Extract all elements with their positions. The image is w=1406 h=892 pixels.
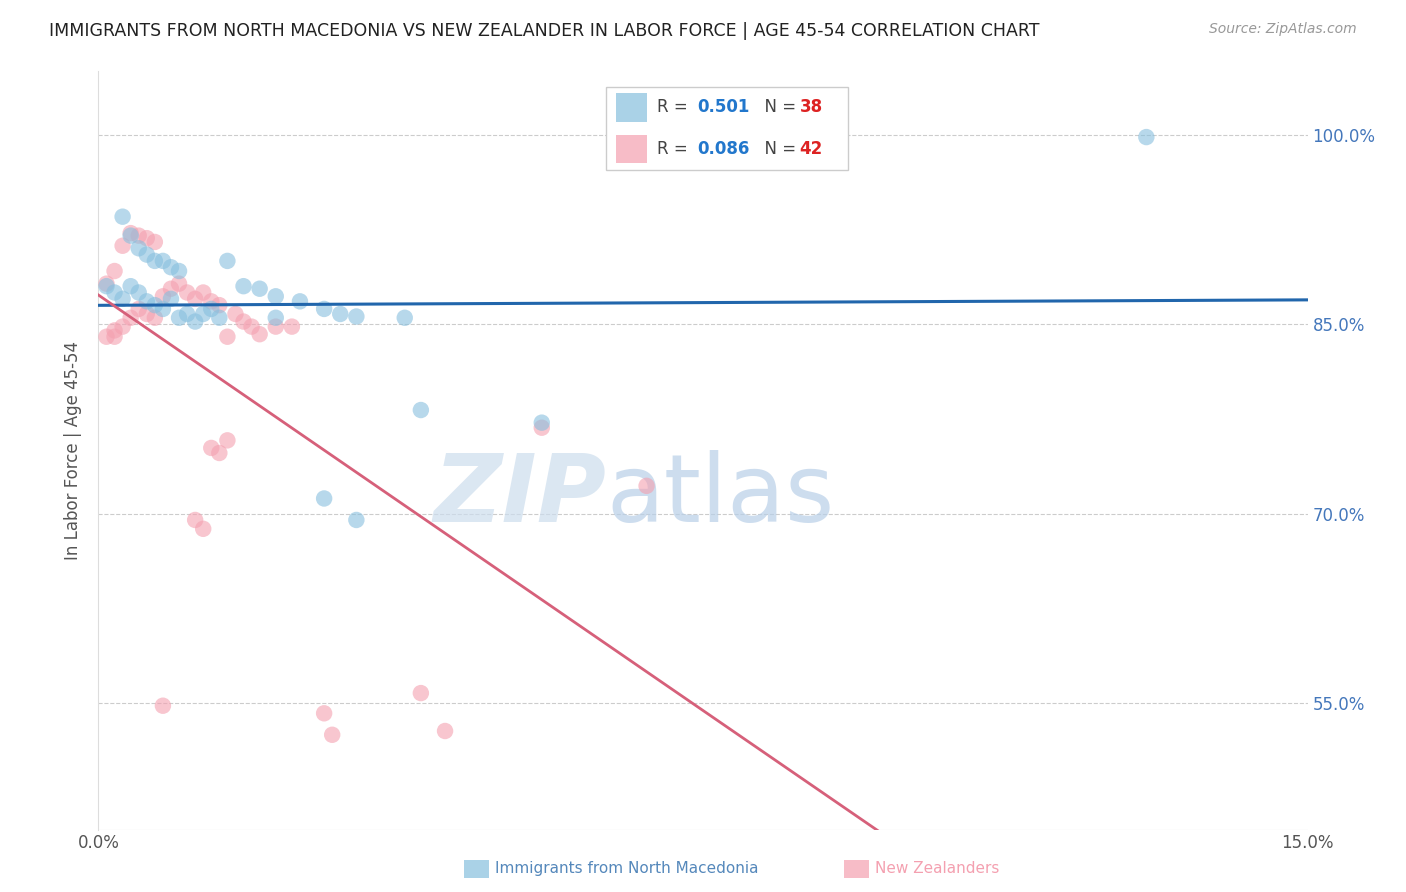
Point	[208, 310, 231, 325]
Point	[103, 285, 125, 300]
Point	[167, 264, 190, 278]
Point	[167, 310, 190, 325]
Point	[249, 327, 271, 342]
Point	[152, 289, 174, 303]
Point	[232, 315, 254, 329]
Point	[184, 315, 207, 329]
Point	[530, 421, 553, 435]
Point	[314, 491, 336, 506]
Point	[120, 310, 142, 325]
Text: IMMIGRANTS FROM NORTH MACEDONIA VS NEW ZEALANDER IN LABOR FORCE | AGE 45-54 CORR: IMMIGRANTS FROM NORTH MACEDONIA VS NEW Z…	[49, 22, 1039, 40]
Text: atlas: atlas	[606, 450, 835, 542]
Point	[636, 479, 658, 493]
Point	[193, 285, 215, 300]
Point	[321, 728, 343, 742]
Point	[96, 330, 118, 344]
Point	[208, 446, 231, 460]
Point	[111, 319, 134, 334]
Point	[217, 434, 239, 448]
Point	[152, 253, 174, 268]
Point	[409, 686, 432, 700]
Point	[394, 310, 416, 325]
Point	[288, 294, 311, 309]
Point	[111, 292, 134, 306]
Point	[128, 285, 150, 300]
Point	[135, 307, 157, 321]
FancyBboxPatch shape	[606, 87, 848, 170]
Point	[208, 298, 231, 312]
Point	[160, 260, 183, 275]
Point	[111, 210, 134, 224]
Point	[152, 698, 174, 713]
Text: New Zealanders: New Zealanders	[875, 862, 998, 876]
Point	[128, 228, 150, 243]
Text: N =: N =	[754, 98, 801, 116]
Point	[264, 289, 287, 303]
Point	[200, 294, 222, 309]
Point	[184, 292, 207, 306]
Text: R =: R =	[657, 140, 693, 158]
Point	[314, 706, 336, 721]
Point	[434, 724, 457, 739]
Point	[176, 307, 198, 321]
Point	[143, 235, 166, 249]
FancyBboxPatch shape	[616, 135, 647, 163]
Point	[103, 264, 125, 278]
Point	[329, 307, 352, 321]
Text: ZIP: ZIP	[433, 450, 606, 542]
Point	[120, 226, 142, 240]
Point	[344, 310, 367, 324]
Point	[314, 301, 336, 316]
Point	[232, 279, 254, 293]
Point	[103, 330, 125, 344]
Point	[128, 301, 150, 316]
Point	[344, 513, 367, 527]
Point	[224, 307, 246, 321]
Point	[217, 330, 239, 344]
Point	[128, 241, 150, 255]
Point	[264, 310, 287, 325]
Point	[193, 307, 215, 321]
Point	[135, 231, 157, 245]
Point	[1135, 130, 1157, 145]
Y-axis label: In Labor Force | Age 45-54: In Labor Force | Age 45-54	[65, 341, 83, 560]
Point	[143, 253, 166, 268]
Point	[120, 228, 142, 243]
Point	[96, 279, 118, 293]
Point	[135, 247, 157, 261]
Point	[103, 323, 125, 337]
Point	[176, 285, 198, 300]
Text: 38: 38	[800, 98, 823, 116]
Point	[143, 298, 166, 312]
Point	[160, 292, 183, 306]
Point	[249, 282, 271, 296]
Point	[152, 301, 174, 316]
Point	[264, 319, 287, 334]
FancyBboxPatch shape	[616, 93, 647, 122]
Point	[217, 253, 239, 268]
Point	[409, 403, 432, 417]
Point	[530, 416, 553, 430]
Text: R =: R =	[657, 98, 693, 116]
Point	[167, 277, 190, 291]
Point	[143, 310, 166, 325]
Point	[96, 277, 118, 291]
Point	[193, 522, 215, 536]
Text: 0.501: 0.501	[697, 98, 749, 116]
Text: 0.086: 0.086	[697, 140, 749, 158]
Text: Immigrants from North Macedonia: Immigrants from North Macedonia	[495, 862, 758, 876]
Point	[184, 513, 207, 527]
Text: Source: ZipAtlas.com: Source: ZipAtlas.com	[1209, 22, 1357, 37]
Point	[135, 294, 157, 309]
Point	[281, 319, 304, 334]
Point	[160, 282, 183, 296]
Point	[200, 441, 222, 455]
Point	[200, 301, 222, 316]
Point	[120, 279, 142, 293]
Point	[240, 319, 263, 334]
Point	[111, 238, 134, 253]
Text: N =: N =	[754, 140, 801, 158]
Text: 42: 42	[800, 140, 823, 158]
